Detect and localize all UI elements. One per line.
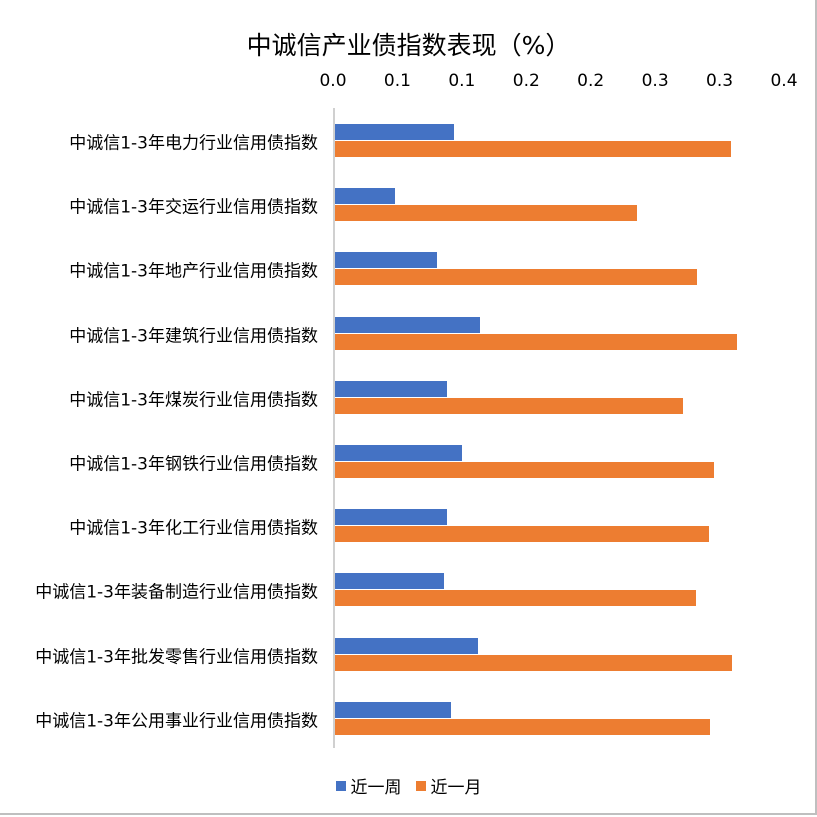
bar-week[interactable] xyxy=(335,188,395,205)
bar-week[interactable] xyxy=(335,445,462,461)
bar-month[interactable] xyxy=(335,590,697,607)
bar-month[interactable] xyxy=(335,397,684,414)
category-label: 中诚信1-3年建筑行业信用债指数 xyxy=(69,326,318,347)
bar-month[interactable] xyxy=(335,654,733,671)
x-tick-label: 0.2 xyxy=(577,71,605,91)
bar-week[interactable] xyxy=(335,701,452,718)
legend-label-month: 近一月 xyxy=(430,778,482,798)
category-label: 中诚信1-3年煤炭行业信用债指数 xyxy=(69,390,318,411)
legend-item-month[interactable]: 近一月 xyxy=(415,773,482,798)
category-label: 中诚信1-3年地产行业信用债指数 xyxy=(69,261,318,282)
bar-week[interactable] xyxy=(335,124,454,140)
bar-month[interactable] xyxy=(335,333,738,350)
bar-month[interactable] xyxy=(335,718,711,735)
x-tick-label: 0.3 xyxy=(641,71,669,91)
y-axis-line xyxy=(333,108,335,748)
category-label: 中诚信1-3年钢铁行业信用债指数 xyxy=(69,454,318,475)
legend-swatch-month-icon xyxy=(415,780,426,791)
bar-month[interactable] xyxy=(335,526,709,543)
bar-month[interactable] xyxy=(335,205,637,222)
x-tick-label: 0.4 xyxy=(770,71,798,91)
chart-title: 中诚信产业债指数表现（%） xyxy=(246,31,571,60)
x-tick-label: 0.2 xyxy=(512,71,540,91)
bar-week[interactable] xyxy=(335,252,438,269)
x-tick-label: 0.3 xyxy=(706,71,734,91)
category-label: 中诚信1-3年化工行业信用债指数 xyxy=(69,518,318,539)
x-tick-label: 0.1 xyxy=(448,71,476,91)
legend-swatch-week-icon xyxy=(335,780,346,791)
x-tick-label: 0.1 xyxy=(383,71,411,91)
bar-month[interactable] xyxy=(335,141,731,157)
bar-month[interactable] xyxy=(335,269,698,286)
bar-week[interactable] xyxy=(335,380,448,397)
bar-month[interactable] xyxy=(335,462,715,478)
legend: 近一周 近一月 xyxy=(0,773,817,798)
category-label: 中诚信1-3年装备制造行业信用债指数 xyxy=(35,582,318,603)
legend-item-week[interactable]: 近一周 xyxy=(335,773,402,798)
category-label: 中诚信1-3年批发零售行业信用债指数 xyxy=(35,647,318,668)
bar-week[interactable] xyxy=(335,637,479,654)
legend-label-week: 近一周 xyxy=(350,778,402,798)
bar-week[interactable] xyxy=(335,509,448,526)
x-tick-label: 0.0 xyxy=(319,71,347,91)
category-label: 中诚信1-3年交运行业信用债指数 xyxy=(69,197,318,218)
bar-week[interactable] xyxy=(335,316,480,333)
category-label: 中诚信1-3年电力行业信用债指数 xyxy=(69,133,318,154)
bar-week[interactable] xyxy=(335,573,444,590)
category-label: 中诚信1-3年公用事业行业信用债指数 xyxy=(35,711,318,732)
